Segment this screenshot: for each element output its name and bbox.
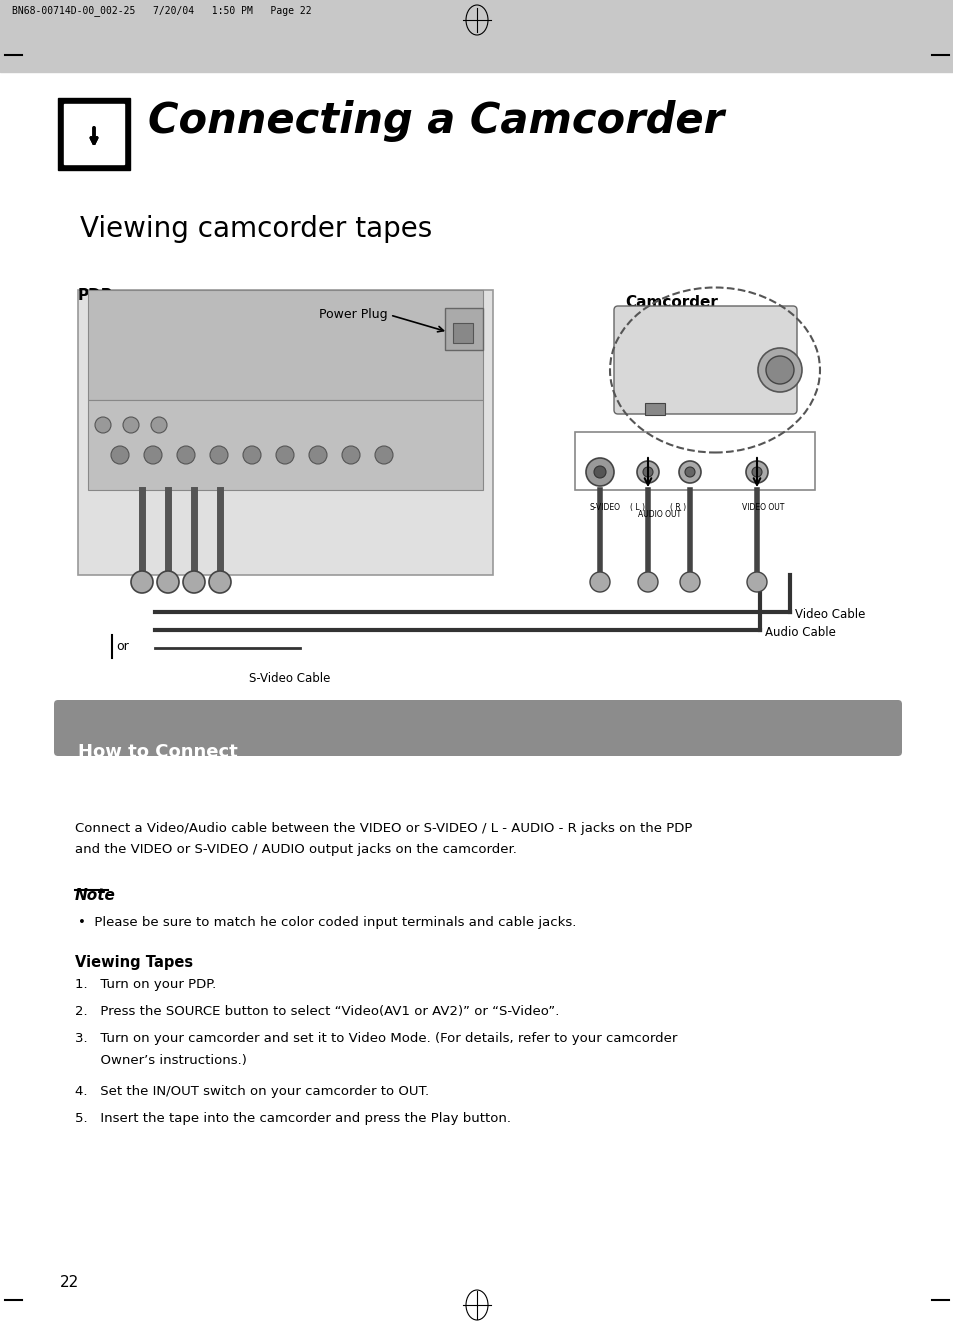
Text: S-VIDEO: S-VIDEO	[589, 503, 620, 513]
Circle shape	[243, 446, 261, 464]
Text: 2.   Press the SOURCE button to select “Video(AV1 or AV2)” or “S-Video”.: 2. Press the SOURCE button to select “Vi…	[75, 1005, 558, 1018]
Text: Video Cable: Video Cable	[794, 608, 864, 621]
Circle shape	[751, 468, 761, 477]
Bar	[575, 432, 814, 490]
Bar	[78, 291, 493, 575]
Text: Camcorder: Camcorder	[624, 295, 717, 310]
Text: ( R ): ( R )	[669, 503, 685, 513]
Circle shape	[684, 468, 695, 477]
Circle shape	[765, 355, 793, 384]
Circle shape	[375, 446, 393, 464]
Text: and the VIDEO or S-VIDEO / AUDIO output jacks on the camcorder.: and the VIDEO or S-VIDEO / AUDIO output …	[75, 843, 517, 856]
Circle shape	[745, 461, 767, 483]
FancyBboxPatch shape	[614, 306, 796, 413]
Circle shape	[183, 571, 205, 593]
Text: Note: Note	[75, 888, 115, 904]
Text: BN68-00714D-00_002-25   7/20/04   1:50 PM   Page 22: BN68-00714D-00_002-25 7/20/04 1:50 PM Pa…	[12, 5, 312, 16]
FancyBboxPatch shape	[54, 700, 901, 756]
Text: Audio Cable: Audio Cable	[764, 626, 835, 639]
Bar	[58, 98, 130, 170]
Circle shape	[594, 466, 605, 478]
Text: 1.   Turn on your PDP.: 1. Turn on your PDP.	[75, 978, 216, 991]
Circle shape	[637, 461, 659, 483]
Circle shape	[309, 446, 327, 464]
Circle shape	[746, 572, 766, 592]
Bar	[0, 0, 953, 73]
Circle shape	[642, 468, 652, 477]
Circle shape	[210, 446, 228, 464]
Circle shape	[144, 446, 162, 464]
Circle shape	[177, 446, 194, 464]
Text: Connect a Video/Audio cable between the VIDEO or S-VIDEO / L - AUDIO - R jacks o: Connect a Video/Audio cable between the …	[75, 822, 692, 835]
Text: How to Connect: How to Connect	[78, 742, 237, 761]
Text: Owner’s instructions.): Owner’s instructions.)	[75, 1054, 247, 1067]
Bar	[64, 104, 124, 164]
Circle shape	[341, 446, 359, 464]
Circle shape	[679, 461, 700, 483]
Text: S-Video Cable: S-Video Cable	[249, 672, 331, 686]
Text: 5.   Insert the tape into the camcorder and press the Play button.: 5. Insert the tape into the camcorder an…	[75, 1112, 511, 1125]
Circle shape	[111, 446, 129, 464]
Text: ( L ): ( L )	[629, 503, 644, 513]
Text: Viewing Tapes: Viewing Tapes	[75, 955, 193, 970]
Text: 3.   Turn on your camcorder and set it to Video Mode. (For details, refer to you: 3. Turn on your camcorder and set it to …	[75, 1032, 677, 1045]
Text: AUDIO OUT: AUDIO OUT	[638, 510, 680, 519]
Bar	[444, 308, 482, 350]
Text: PDP: PDP	[78, 288, 112, 303]
Circle shape	[589, 572, 609, 592]
Text: or: or	[116, 639, 129, 653]
Circle shape	[95, 417, 111, 433]
Bar	[644, 403, 664, 415]
Circle shape	[157, 571, 179, 593]
Circle shape	[638, 572, 658, 592]
Text: 4.   Set the IN/OUT switch on your camcorder to OUT.: 4. Set the IN/OUT switch on your camcord…	[75, 1085, 429, 1098]
Bar	[453, 324, 473, 343]
Text: Power Plug: Power Plug	[319, 308, 388, 321]
Circle shape	[131, 571, 152, 593]
Text: 22: 22	[60, 1275, 79, 1291]
Text: VIDEO OUT: VIDEO OUT	[741, 503, 783, 513]
Circle shape	[585, 458, 614, 486]
Text: Viewing camcorder tapes: Viewing camcorder tapes	[80, 215, 432, 243]
Circle shape	[209, 571, 231, 593]
Bar	[88, 291, 482, 400]
Circle shape	[758, 347, 801, 392]
Text: •  Please be sure to match he color coded input terminals and cable jacks.: • Please be sure to match he color coded…	[78, 915, 576, 929]
Circle shape	[123, 417, 139, 433]
Circle shape	[151, 417, 167, 433]
Bar	[88, 400, 482, 490]
Circle shape	[275, 446, 294, 464]
Text: Connecting a Camcorder: Connecting a Camcorder	[148, 100, 723, 141]
Circle shape	[679, 572, 700, 592]
